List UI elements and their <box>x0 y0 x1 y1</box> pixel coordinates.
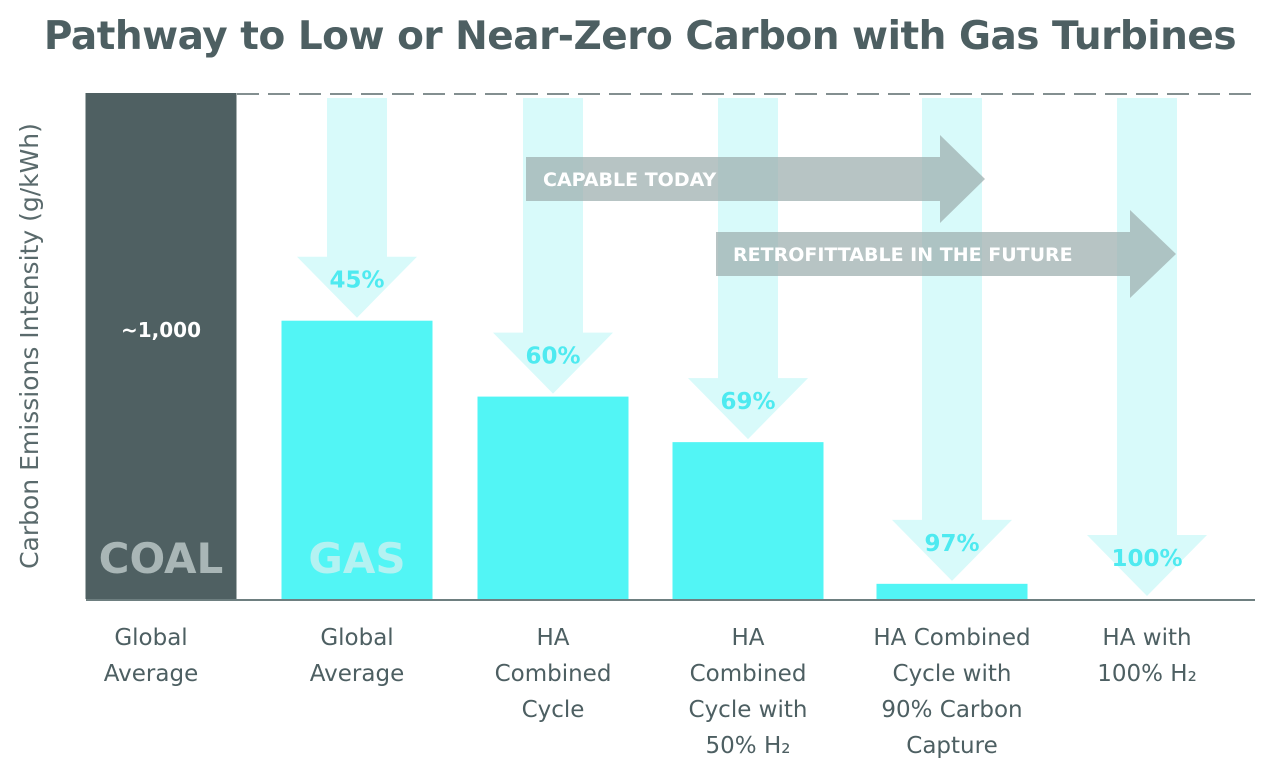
x-tick-label-line: HA <box>536 625 569 651</box>
annotation-arrow <box>716 210 1176 298</box>
x-tick-label-line: Combined <box>690 661 807 687</box>
x-tick-label: HA with 100% H₂ <box>1097 625 1197 687</box>
reduction-label: 60% <box>525 344 580 370</box>
reduction-label: 69% <box>720 389 775 415</box>
x-tick-label-line: 90% Carbon <box>881 697 1022 723</box>
group-label-gas: GAS <box>308 534 405 583</box>
x-tick-label-line: Global <box>320 625 393 651</box>
annotation-label: CAPABLE TODAY <box>543 169 716 191</box>
group-label-coal: COAL <box>99 534 224 583</box>
x-tick-label: Global Average <box>310 625 404 687</box>
x-tick-label: HA Combined Cycle with 90% Carbon Capture <box>873 625 1030 759</box>
x-tick-label-line: HA with <box>1102 625 1191 651</box>
bar-value-label: ~1,000 <box>121 318 201 342</box>
reduction-arrow <box>297 98 417 318</box>
bar-1 <box>281 320 433 599</box>
x-tick-label-line: Cycle with <box>893 661 1012 687</box>
reduction-arrow <box>1087 98 1207 596</box>
bar-3 <box>672 442 824 599</box>
x-tick-label-line: Global <box>114 625 187 651</box>
x-tick-label-line: HA Combined <box>873 625 1030 651</box>
x-tick-label-line: 100% H₂ <box>1097 661 1197 687</box>
x-tick-label-line: Cycle with <box>689 697 808 723</box>
reduction-label: 97% <box>924 531 979 557</box>
x-tick-label: Global Average <box>104 625 198 687</box>
x-tick-label-line: HA <box>731 625 764 651</box>
annotation-label: RETROFITTABLE IN THE FUTURE <box>733 244 1073 266</box>
bar-4 <box>876 583 1028 599</box>
x-tick-label-line: Average <box>310 661 404 687</box>
chart-title: Pathway to Low or Near-Zero Carbon with … <box>43 14 1237 59</box>
x-tick-label-line: Combined <box>495 661 612 687</box>
bar-2 <box>477 396 629 599</box>
annotation-arrow <box>526 135 985 223</box>
x-tick-label-line: Cycle <box>522 697 585 723</box>
x-tick-label-line: Average <box>104 661 198 687</box>
x-tick-label-line: 50% H₂ <box>706 733 791 759</box>
reduction-arrow <box>892 98 1012 581</box>
bar-0 <box>85 93 237 599</box>
y-axis-label: Carbon Emissions Intensity (g/kWh) <box>15 123 44 569</box>
x-tick-label-line: Capture <box>906 733 997 759</box>
x-tick-label: HA Combined Cycle with 50% H₂ <box>689 625 808 759</box>
x-tick-label: HA Combined Cycle <box>495 625 612 723</box>
reduction-label: 100% <box>1111 546 1182 572</box>
reduction-label: 45% <box>329 268 384 294</box>
